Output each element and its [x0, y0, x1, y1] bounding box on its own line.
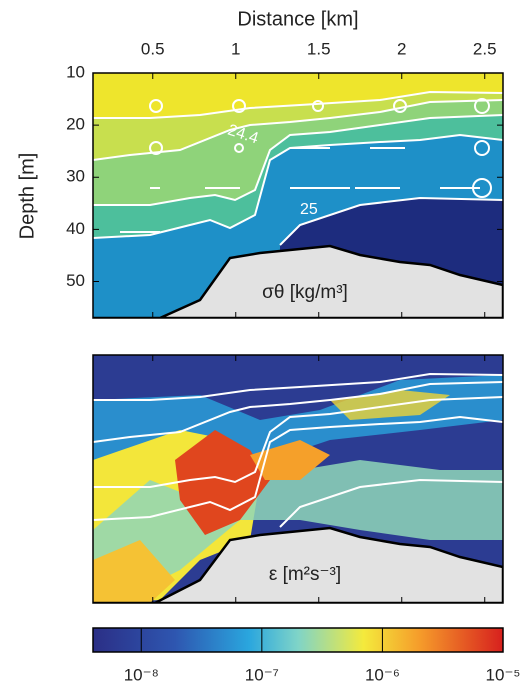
- x-tick-label: 2: [397, 39, 406, 58]
- density-field: [93, 73, 503, 318]
- panel-label: ε [m²s⁻³]: [269, 564, 341, 585]
- y-tick-label: 30: [66, 167, 85, 186]
- colorbar-tick-label: 10⁻⁶: [365, 665, 400, 684]
- y-tick-label: 50: [66, 271, 85, 290]
- y-axis-title: Depth [m]: [16, 153, 38, 240]
- y-tick-label: 40: [66, 219, 85, 238]
- dissipation-field: [93, 355, 503, 603]
- y-tick-label: 10: [66, 62, 85, 81]
- x-tick-label: 1: [231, 39, 240, 58]
- x-axis-title: Distance [km]: [237, 8, 358, 30]
- colorbar-tick-label: 10⁻⁸: [124, 665, 159, 684]
- colorbar-tick-label: 10⁻⁷: [245, 665, 279, 684]
- colorbar-tick-label: 10⁻⁵: [486, 665, 521, 684]
- panel-label: σθ [kg/m³]: [262, 282, 348, 303]
- x-tick-label: 0.5: [141, 39, 165, 58]
- contour-label: 25: [300, 201, 318, 218]
- y-tick-label: 20: [66, 115, 85, 134]
- colorbar: [92, 627, 504, 653]
- x-tick-label: 1.5: [307, 39, 331, 58]
- panel-frame: [92, 354, 504, 604]
- panel-frame: [92, 72, 504, 319]
- x-tick-label: 2.5: [473, 39, 497, 58]
